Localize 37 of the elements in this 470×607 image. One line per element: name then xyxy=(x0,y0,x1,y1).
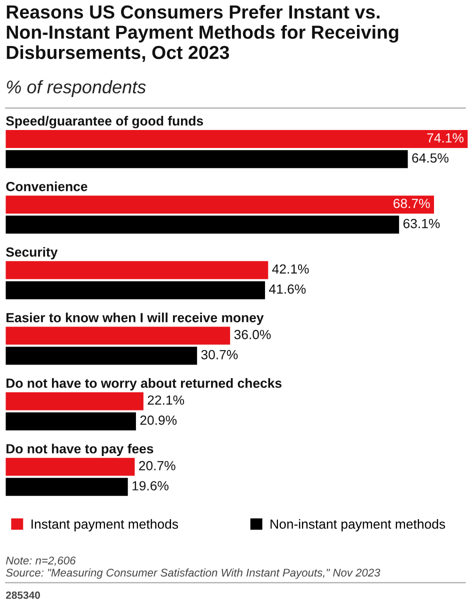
chart-subtitle: % of respondents xyxy=(6,80,146,97)
data-label: 42.1% xyxy=(272,264,309,274)
bar xyxy=(6,261,268,280)
bar xyxy=(6,216,400,234)
data-label: 20.9% xyxy=(140,416,177,425)
bar xyxy=(6,196,434,214)
data-label: 63.1% xyxy=(403,218,440,228)
data-label: 74.1% xyxy=(427,133,464,143)
y-tick-label: Easier to know when I will receive money xyxy=(6,312,264,325)
bar xyxy=(6,281,266,300)
data-label: 30.7% xyxy=(201,350,238,360)
y-tick-label: Do not have to worry about returned checks xyxy=(6,378,282,390)
data-label: 41.6% xyxy=(269,284,306,294)
bar xyxy=(6,478,128,496)
bar xyxy=(6,412,136,430)
text: Note: n=2,606 xyxy=(6,556,76,566)
y-tick-label: Do not have to pay fees xyxy=(6,444,154,456)
bar xyxy=(6,130,468,148)
y-tick-label: Convenience xyxy=(6,182,88,192)
y-tick-label: Security xyxy=(6,247,58,260)
text: 285340 xyxy=(6,591,40,599)
data-label: 36.0% xyxy=(234,330,271,340)
bar xyxy=(6,458,135,476)
bar xyxy=(6,346,198,365)
data-label: 22.1% xyxy=(148,395,184,405)
y-tick-label: Speed/guarantee of good funds xyxy=(6,116,204,128)
legend-label: Non-instant payment methods xyxy=(270,519,446,532)
bar xyxy=(6,150,408,168)
source-note: Source: "Measuring Consumer Satisfaction With Instant Payouts," Nov 2023 xyxy=(6,568,380,579)
bar xyxy=(6,392,144,410)
data-label: 68.7% xyxy=(394,198,430,208)
data-label: 64.5% xyxy=(412,153,448,163)
chart-title: Reasons US Consumers Prefer Instant vs. Non-Instant Payment Methods for Receiving Disbursements, Oct 2023 xyxy=(6,4,398,62)
bar xyxy=(6,326,230,345)
data-label: 19.6% xyxy=(132,481,168,490)
data-label: 20.7% xyxy=(139,461,176,470)
legend-label: Instant payment methods xyxy=(32,519,178,532)
